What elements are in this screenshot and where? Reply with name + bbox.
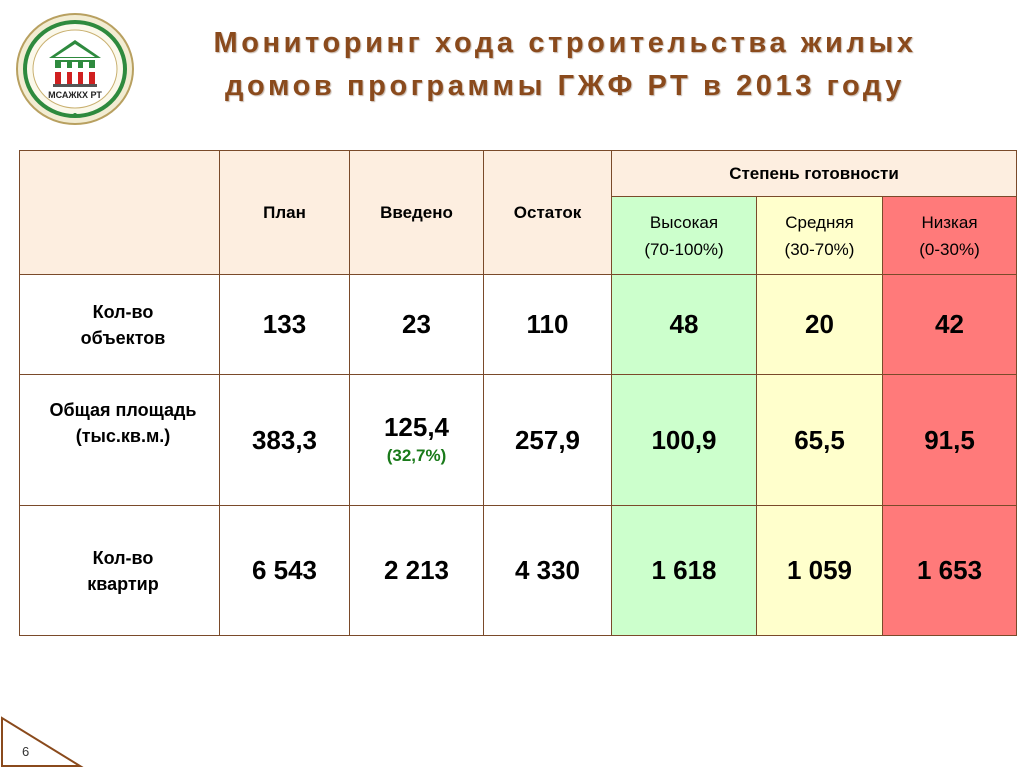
row-label: Кол-во объектов	[19, 274, 220, 375]
cell-plan: 6 543	[219, 505, 350, 636]
header-high-readiness: Высокая (70-100%)	[611, 196, 757, 275]
cell-vvedeno: 125,4 (32,7%)	[349, 374, 484, 506]
cell-ostatok: 257,9	[483, 374, 612, 506]
header-mid-label: Средняя	[785, 212, 854, 232]
cell-mid: 65,5	[756, 374, 883, 506]
header-readiness: Степень готовности	[610, 150, 1018, 197]
header-vvedeno: Введено	[349, 150, 484, 275]
ministry-logo: МСАЖКХ РТ	[16, 13, 134, 125]
title-line-1: Мониторинг хода строительства жилых	[213, 27, 917, 59]
slide-number: 6	[22, 744, 30, 759]
logo-text: МСАЖКХ РТ	[48, 90, 102, 100]
slide-number-triangle	[1, 716, 84, 767]
cell-plan: 133	[219, 274, 350, 375]
cell-low: 91,5	[881, 374, 1018, 506]
header-low-readiness: Низкая (0-30%)	[881, 196, 1018, 275]
row-label: Кол-во квартир	[19, 505, 220, 636]
cell-vvedeno-percent: (32,7%)	[386, 446, 447, 465]
header-low-label: Низкая	[921, 212, 978, 232]
row-label-line-2: объектов	[80, 327, 166, 348]
row-label-line-2: (тыс.кв.м.)	[75, 426, 171, 446]
row-label-line-1: Общая площадь	[49, 400, 197, 420]
header-ostatok: Остаток	[483, 150, 612, 275]
header-plan: План	[219, 150, 350, 275]
table-row: Кол-во объектов 133 23 110 48 20 42	[19, 274, 1018, 375]
row-label-line-2: квартир	[87, 573, 159, 594]
row-label: Общая площадь (тыс.кв.м.)	[19, 374, 220, 506]
cell-high: 48	[611, 274, 757, 375]
header-mid-range: (30-70%)	[784, 239, 855, 259]
header-mid-readiness: Средняя (30-70%)	[756, 196, 883, 275]
cell-low: 42	[881, 274, 1018, 375]
table-row: Общая площадь (тыс.кв.м.) 383,3 125,4 (3…	[19, 374, 1018, 506]
cell-vvedeno-value: 125,4	[383, 412, 450, 442]
cell-mid: 20	[756, 274, 883, 375]
header-high-range: (70-100%)	[644, 239, 724, 259]
cell-plan: 383,3	[219, 374, 350, 506]
table-row: Кол-во квартир 6 543 2 213 4 330 1 618 1…	[19, 505, 1018, 636]
cell-vvedeno: 2 213	[349, 505, 484, 636]
cell-mid: 1 059	[756, 505, 883, 636]
row-label-line-1: Кол-во	[92, 547, 154, 568]
cell-low: 1 653	[881, 505, 1018, 636]
title-line-2: домов программы ГЖФ РТ в 2013 году	[225, 70, 905, 102]
row-label-line-1: Кол-во	[92, 301, 154, 322]
cell-vvedeno: 23	[349, 274, 484, 375]
header-low-range: (0-30%)	[919, 239, 980, 259]
cell-ostatok: 4 330	[483, 505, 612, 636]
page-title: Мониторинг хода строительства жилых домо…	[150, 22, 980, 108]
header-high-label: Высокая	[649, 212, 719, 232]
header-empty-cell	[19, 150, 220, 275]
cell-high: 100,9	[611, 374, 757, 506]
construction-monitoring-table: План Введено Остаток Степень готовности …	[19, 150, 1018, 636]
cell-high: 1 618	[611, 505, 757, 636]
cell-ostatok: 110	[483, 274, 612, 375]
